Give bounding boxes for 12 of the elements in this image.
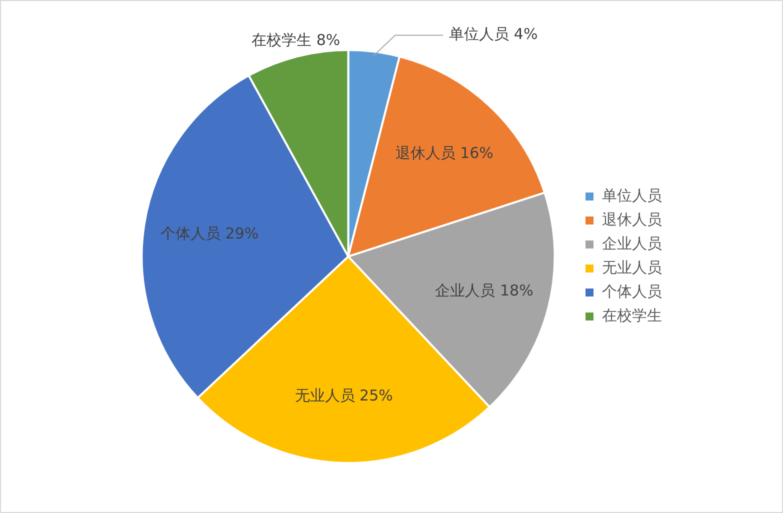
legend-label: 单位人员 xyxy=(602,186,662,204)
data-label: 个体人员 29% xyxy=(160,224,259,242)
legend-label: 无业人员 xyxy=(602,258,662,276)
data-label: 单位人员 4% xyxy=(449,25,538,44)
data-label: 企业人员 18% xyxy=(435,281,534,300)
data-label: 退休人员 16% xyxy=(395,144,494,162)
data-label: 无业人员 25% xyxy=(294,386,393,405)
legend-label: 在校学生 xyxy=(602,306,662,324)
legend-label: 退休人员 xyxy=(602,210,662,228)
legend-label: 企业人员 xyxy=(602,234,662,252)
legend-label: 个体人员 xyxy=(602,282,662,300)
data-label: 在校学生 8% xyxy=(252,30,340,49)
